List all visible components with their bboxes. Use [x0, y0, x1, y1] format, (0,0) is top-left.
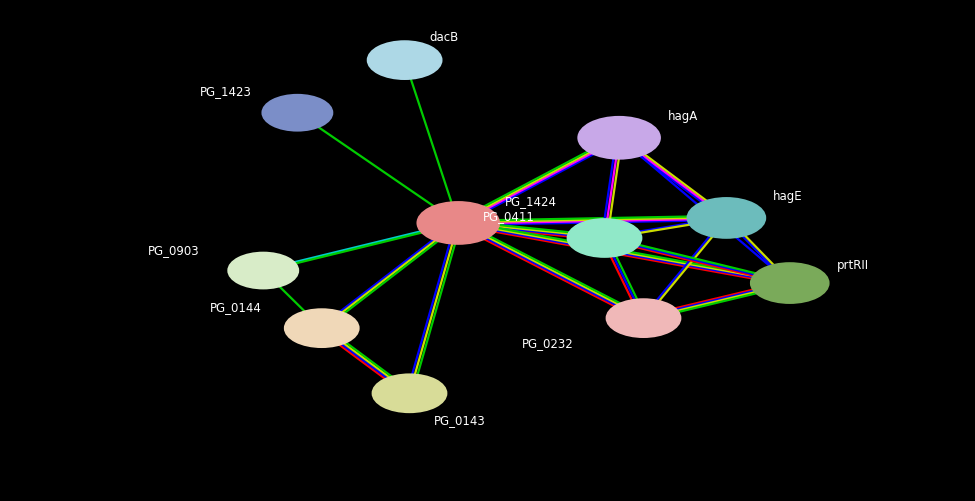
- Text: PG_1423: PG_1423: [200, 85, 252, 98]
- Text: PG_1424: PG_1424: [505, 195, 557, 208]
- Text: PG_0144: PG_0144: [210, 301, 261, 314]
- Circle shape: [417, 202, 499, 244]
- Circle shape: [606, 299, 681, 337]
- Circle shape: [372, 374, 447, 412]
- Circle shape: [567, 219, 642, 257]
- Text: prtRII: prtRII: [837, 259, 869, 272]
- Text: PG_0903: PG_0903: [148, 244, 200, 257]
- Text: hagE: hagE: [773, 190, 802, 203]
- Circle shape: [368, 41, 442, 79]
- Text: PG_0411: PG_0411: [483, 210, 534, 223]
- Circle shape: [751, 263, 829, 303]
- Circle shape: [687, 198, 765, 238]
- Text: dacB: dacB: [429, 31, 458, 44]
- Text: PG_0143: PG_0143: [434, 414, 486, 427]
- Circle shape: [262, 95, 332, 131]
- Text: PG_0232: PG_0232: [522, 337, 573, 350]
- Circle shape: [285, 309, 359, 347]
- Circle shape: [578, 117, 660, 159]
- Circle shape: [228, 253, 298, 289]
- Text: hagA: hagA: [668, 110, 698, 123]
